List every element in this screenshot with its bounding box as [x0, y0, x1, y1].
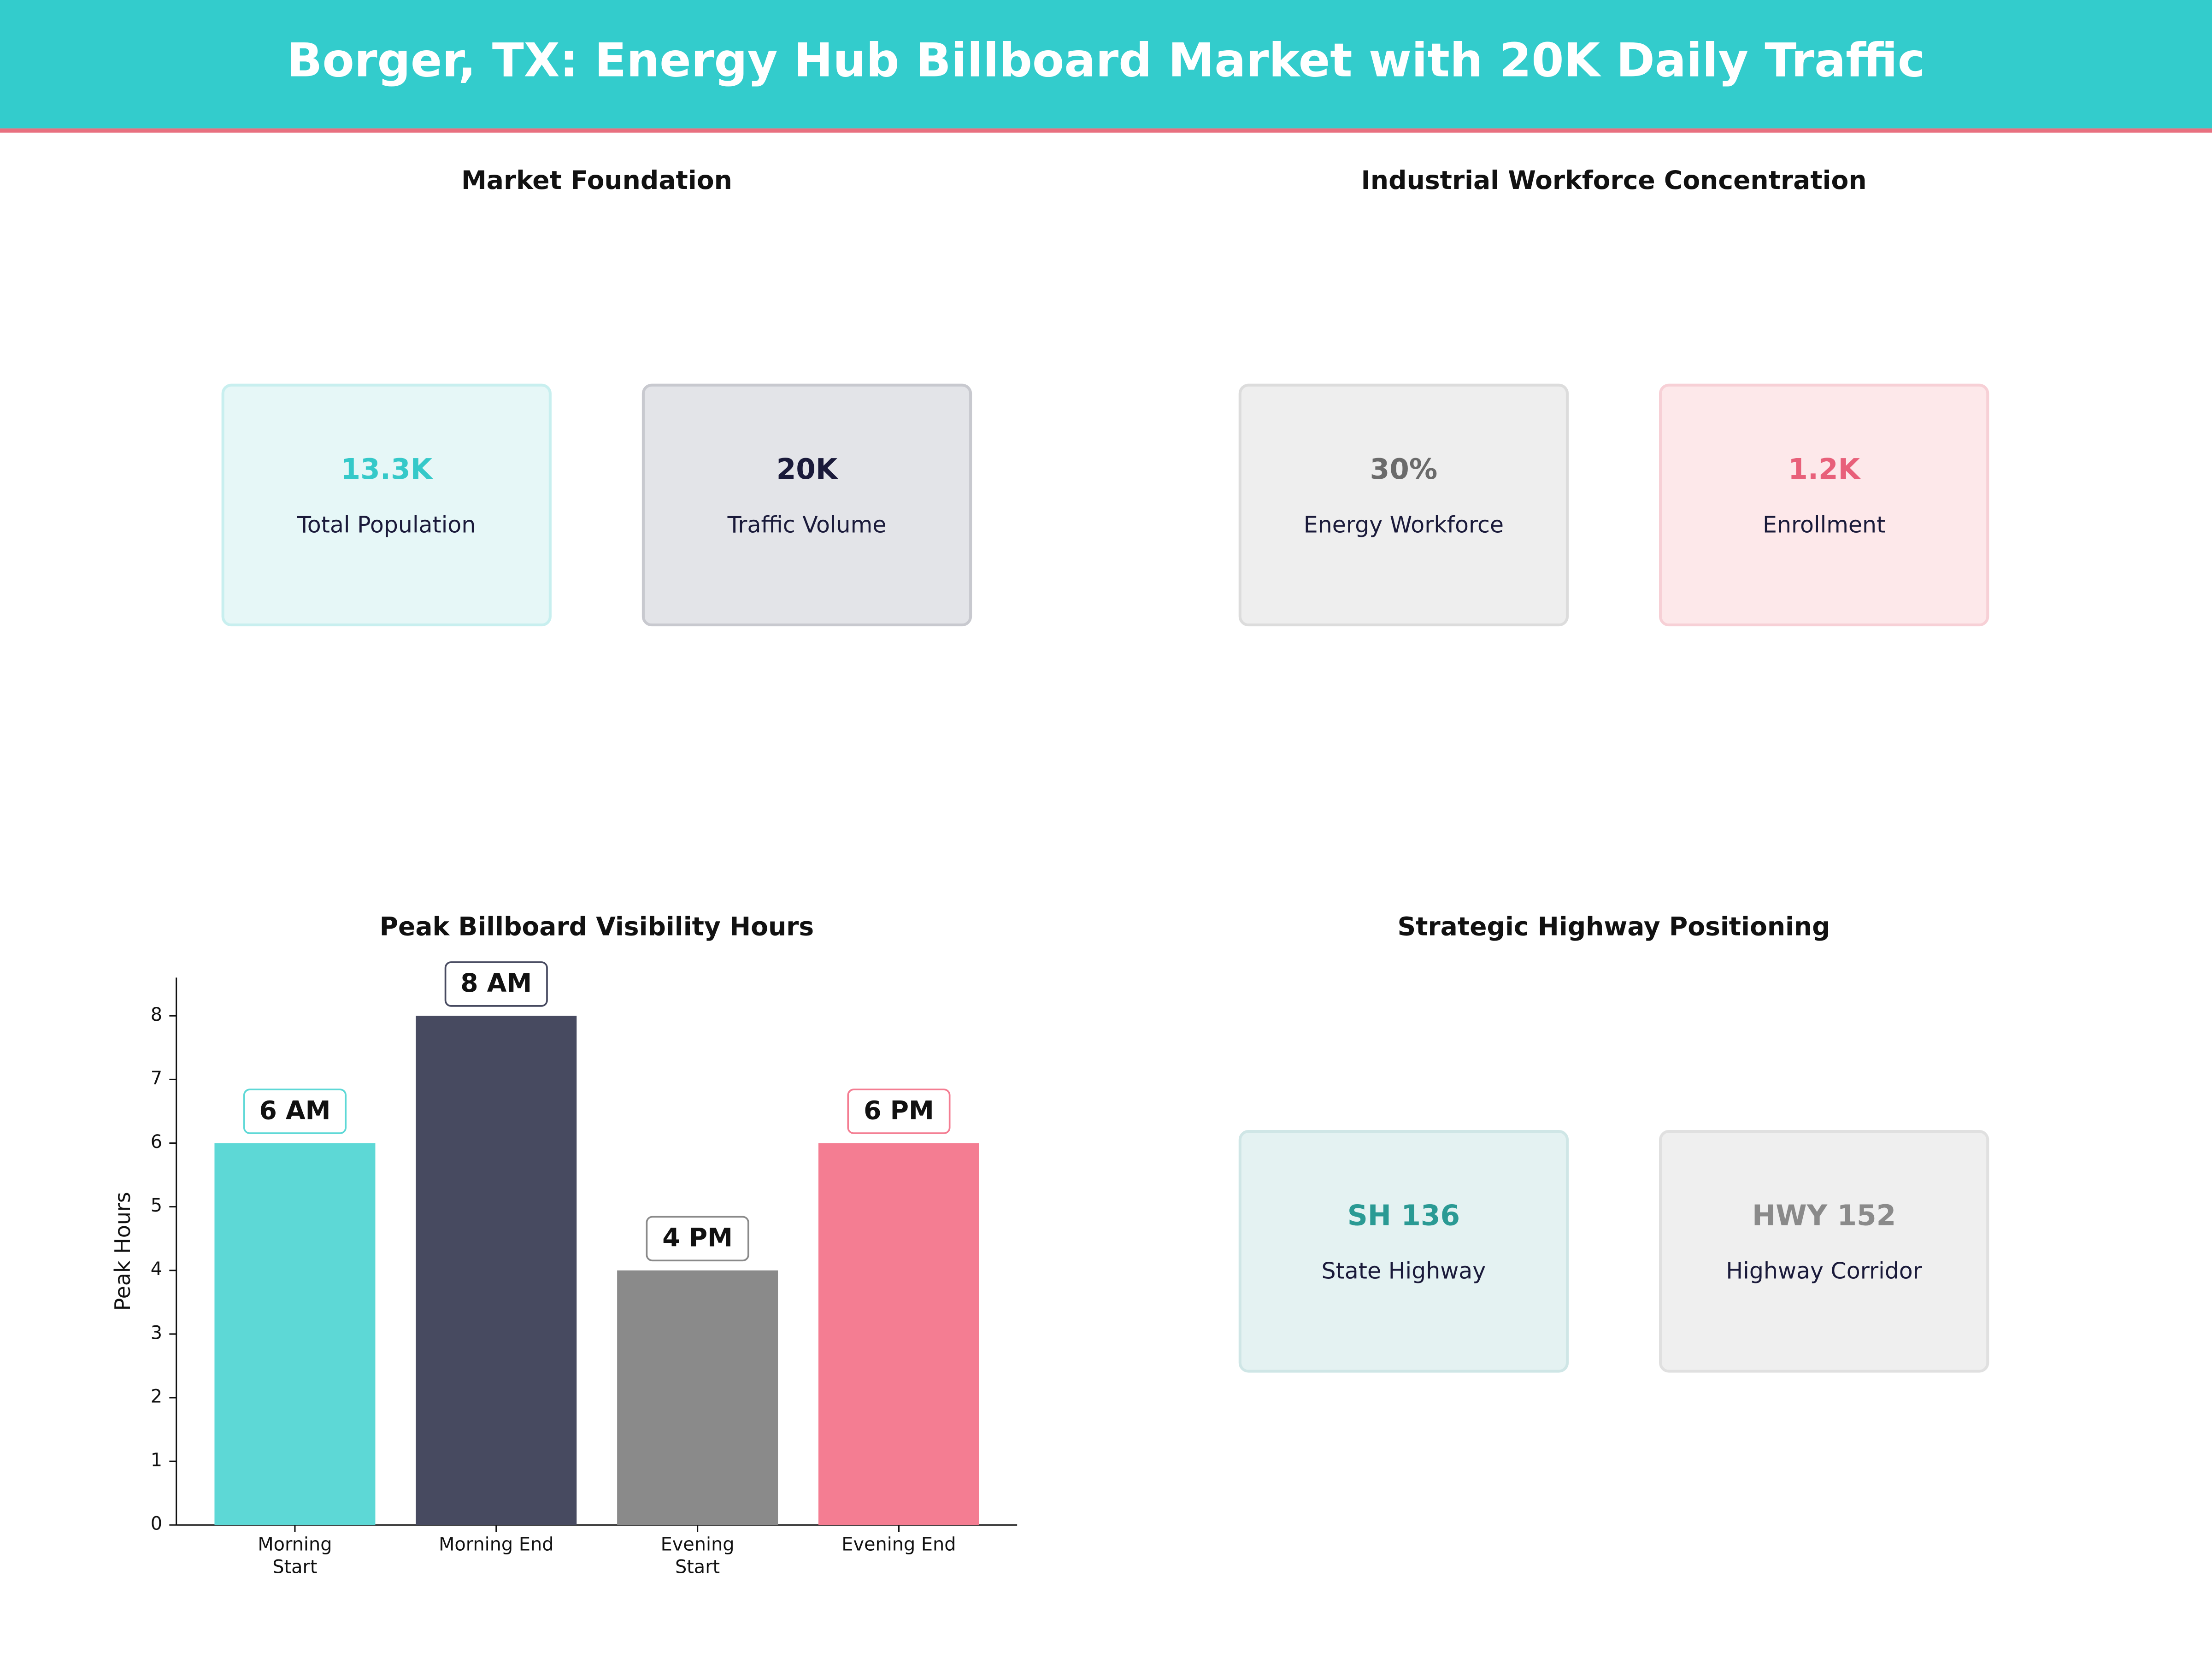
panel-title: Industrial Workforce Concentration: [1361, 165, 1866, 195]
chart-title: Peak Billboard Visibility Hours: [380, 912, 814, 941]
kpi-value: SH 136: [1347, 1199, 1460, 1232]
kpi-value: 13.3K: [341, 453, 434, 486]
x-tick-label-box: Morning End: [439, 1535, 554, 1556]
kpi-card: [221, 383, 552, 627]
kpi-label: State Highway: [1322, 1258, 1486, 1284]
kpi-value: 30%: [1370, 453, 1438, 486]
x-tick-label-box: Evening Start: [660, 1535, 735, 1578]
kpi-value: 20K: [777, 453, 839, 486]
x-tick-label: Morning Start: [258, 1535, 332, 1578]
value-label-box: [847, 1088, 951, 1134]
panel-title: Market Foundation: [461, 165, 732, 195]
header-rule: [0, 128, 2212, 133]
y-tick-label: 1: [151, 1450, 162, 1471]
y-tick-label: 2: [151, 1386, 162, 1407]
bar: [416, 1016, 577, 1525]
value-label: 6 AM: [259, 1095, 330, 1125]
x-tick-label: Evening Start: [660, 1535, 735, 1578]
panel-title: Strategic Highway Positioning: [1397, 912, 1830, 941]
y-axis-label: Peak Hours: [110, 1192, 135, 1311]
y-tick-label: 5: [151, 1195, 162, 1216]
y-tick-label: 4: [151, 1259, 162, 1280]
value-label-box: [646, 1216, 749, 1262]
x-tick-label: Morning End: [439, 1535, 554, 1556]
value-label-box: [444, 961, 548, 1007]
y-tick-label: 7: [151, 1068, 162, 1089]
bar: [617, 1270, 778, 1525]
kpi-card: [1659, 1130, 1989, 1373]
kpi-label: Energy Workforce: [1304, 512, 1504, 538]
y-tick-label: 6: [151, 1131, 162, 1153]
kpi-card: [1238, 1130, 1569, 1373]
kpi-card: [1238, 383, 1569, 627]
value-label: 4 PM: [662, 1223, 733, 1253]
kpi-card: [1659, 383, 1989, 627]
bar: [818, 1143, 979, 1525]
kpi-card: [641, 383, 972, 627]
kpi-value: 1.2K: [1788, 453, 1861, 486]
kpi-value: HWY 152: [1752, 1199, 1896, 1232]
bar: [214, 1143, 376, 1525]
header-bar: [0, 0, 2212, 129]
kpi-label: Highway Corridor: [1726, 1258, 1922, 1284]
value-label-box: [243, 1088, 347, 1134]
y-tick-label: 0: [151, 1513, 162, 1535]
value-label: 8 AM: [460, 968, 532, 998]
x-tick-label-box: Evening End: [841, 1535, 956, 1556]
kpi-label: Traffic Volume: [727, 512, 887, 538]
kpi-label: Total Population: [297, 512, 476, 538]
y-tick-label: 3: [151, 1322, 162, 1343]
x-tick-label: Evening End: [841, 1535, 956, 1556]
x-tick-label-box: Morning Start: [258, 1535, 332, 1578]
page-title: Borger, TX: Energy Hub Billboard Market …: [287, 33, 1925, 88]
value-label: 6 PM: [864, 1095, 934, 1125]
y-tick-label: 8: [151, 1004, 162, 1025]
kpi-label: Enrollment: [1763, 512, 1885, 538]
